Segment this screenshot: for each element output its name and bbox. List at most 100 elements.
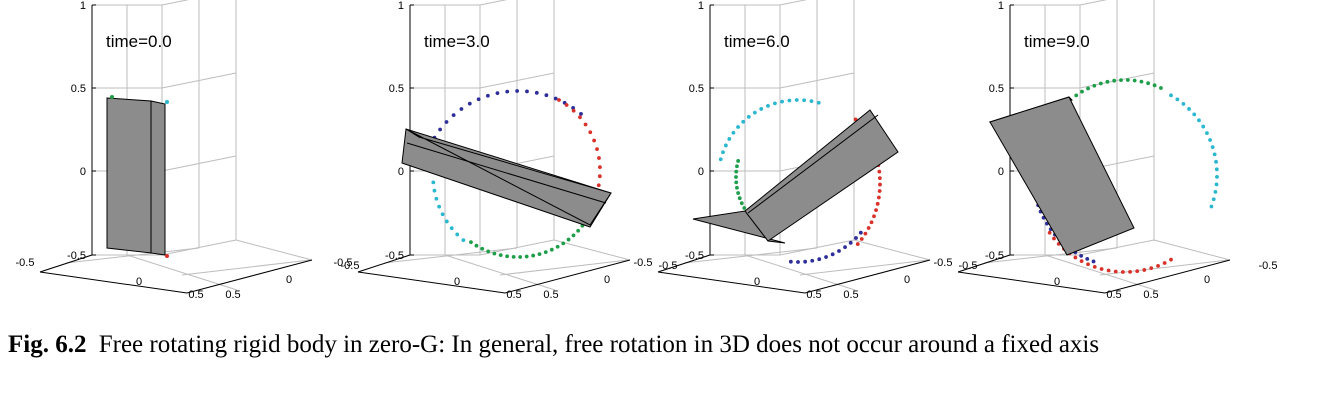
trail-point	[742, 206, 747, 210]
trail-point	[1132, 78, 1137, 83]
trail-point	[549, 247, 554, 252]
panel-time-6.0: 1 0.5 0 -0.5 -0.5 0 0.5 -0.5 0 0.5 time=6.0	[634, 0, 977, 301]
x-axis-front	[957, 254, 1011, 273]
trail-point	[1159, 86, 1163, 90]
trail-point	[855, 242, 860, 246]
y-axis	[1104, 259, 1231, 294]
trail-point	[597, 156, 601, 160]
trail-point	[505, 254, 510, 259]
trail-point	[848, 240, 853, 245]
trail-point	[571, 233, 576, 238]
figure: 10.50-0.5-0.500.5-0.500.5time=0.010.50-0…	[16, 0, 1277, 301]
grid-line	[499, 259, 629, 276]
z-tick-label: 0.5	[989, 83, 1004, 95]
trail-point	[803, 259, 808, 264]
trail-point	[1119, 78, 1123, 82]
time-label: time=9.0	[1024, 32, 1090, 51]
trail-point	[877, 169, 882, 174]
grid-line	[444, 254, 556, 291]
trail-point	[1214, 159, 1218, 164]
trail-point	[1175, 97, 1180, 102]
trail-point	[1092, 264, 1097, 269]
trail-point	[1125, 78, 1130, 82]
rigid-body-face	[989, 96, 1135, 256]
trail-point	[561, 241, 566, 246]
trail-point	[592, 138, 597, 143]
grid-line	[65, 247, 200, 264]
trail-point	[788, 259, 793, 264]
trail-point	[1205, 131, 1209, 136]
z-tick-label: 0	[398, 166, 404, 178]
x-tick-label: 0.5	[506, 289, 521, 301]
trail-point	[741, 119, 746, 124]
trail-point	[1152, 83, 1157, 88]
trail-point	[736, 191, 741, 195]
z-tick-label: -0.5	[67, 250, 86, 262]
trail-point	[579, 112, 583, 116]
trail-point	[1105, 79, 1110, 84]
trail-point	[874, 208, 878, 212]
figure-caption: Fig. 6.2 Free rotating rigid body in zer…	[8, 328, 1318, 362]
trail-point	[869, 220, 874, 225]
y-tick-label: 0.5	[1143, 289, 1158, 301]
z-tick-label: 1	[80, 0, 86, 12]
grid-line	[553, 239, 631, 261]
trail-point	[467, 101, 472, 106]
trail-point	[557, 98, 561, 102]
z-tick-label: -0.5	[385, 250, 404, 262]
trail-point	[787, 98, 792, 103]
grid-line	[983, 247, 1118, 264]
trail-point	[1208, 138, 1212, 142]
grid-line	[799, 259, 929, 276]
y-tick-label: 0	[604, 274, 610, 286]
trail-point	[796, 260, 800, 264]
trail-point	[588, 130, 593, 135]
trail-point	[1214, 167, 1219, 172]
trail-point	[165, 100, 169, 104]
trail-point	[1052, 236, 1056, 241]
trail-point	[598, 165, 602, 169]
trail-point	[1080, 89, 1084, 94]
grid-line	[1153, 239, 1231, 261]
trail-point	[766, 103, 770, 108]
x-axis-front	[357, 254, 411, 273]
trail-point	[440, 212, 445, 217]
z-tick-label: -0.5	[985, 250, 1004, 262]
y-axis	[186, 259, 313, 294]
trail-point	[1098, 81, 1103, 86]
trail-point	[544, 93, 549, 98]
trail-point	[723, 143, 728, 148]
trail-point	[474, 243, 479, 248]
trail-point	[872, 214, 876, 219]
panel-time-9.0: 1 0.5 0 -0.5 -0.5 0 0.5 -0.5 0 0.5 time=9.0	[934, 0, 1277, 301]
trail-point	[877, 176, 882, 181]
trail-point	[876, 195, 881, 200]
trail-point	[746, 115, 751, 119]
trail-point	[1156, 263, 1160, 268]
x-tick-label: 0	[136, 276, 142, 288]
trail-point	[505, 89, 510, 94]
trail-point	[437, 204, 442, 209]
caption-label: Fig. 6.2	[8, 331, 87, 358]
trail-point	[734, 180, 739, 185]
trail-point	[735, 185, 739, 190]
z-tick-label: 1	[998, 0, 1004, 12]
trail-point	[438, 127, 443, 132]
y-tick-label: -0.5	[341, 260, 360, 272]
z-tick-label: 0	[698, 166, 704, 178]
rigid-body-face	[744, 109, 899, 242]
trail-point	[1139, 79, 1144, 84]
trail-point	[737, 196, 742, 201]
z-tick-label: 0	[80, 166, 86, 178]
trail-point	[1092, 83, 1097, 88]
trail-point	[1106, 268, 1111, 273]
trail-point	[492, 251, 497, 256]
grid-line	[161, 0, 190, 6]
trail-point	[736, 159, 741, 163]
z-tick-label: 0.5	[71, 83, 86, 95]
trail-point	[863, 231, 868, 236]
trail-point	[816, 100, 821, 105]
trail-point	[1112, 78, 1117, 83]
